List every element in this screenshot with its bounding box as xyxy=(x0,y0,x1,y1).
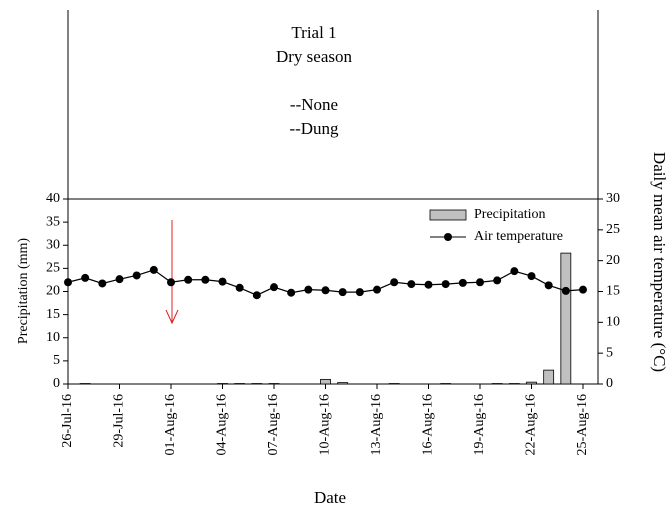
point xyxy=(218,277,227,286)
y-tick-label: 10 xyxy=(46,330,60,345)
x-tick-label: 04-Aug-16 xyxy=(215,394,230,455)
legend-swatch xyxy=(444,233,452,241)
point xyxy=(201,275,210,284)
point xyxy=(441,280,450,289)
x-tick-label: 26-Jul-16 xyxy=(60,394,75,448)
point xyxy=(355,288,364,297)
x-tick-label: 13-Aug-16 xyxy=(369,394,384,455)
y2-axis-label: Daily mean air temperature (°C) xyxy=(650,152,669,372)
point xyxy=(64,278,72,287)
y2-tick-label: 25 xyxy=(606,222,620,237)
legend-label: Air temperature xyxy=(474,229,563,244)
x-tick-label: 22-Aug-16 xyxy=(524,394,539,455)
x-tick-label: 19-Aug-16 xyxy=(472,394,487,455)
y-tick-label: 25 xyxy=(46,261,60,276)
point xyxy=(184,275,193,284)
y-tick-label: 30 xyxy=(46,237,60,252)
point xyxy=(115,275,124,284)
point xyxy=(561,286,570,295)
legend-label: Precipitation xyxy=(474,207,546,222)
x-tick-label: 07-Aug-16 xyxy=(266,394,281,455)
x-tick-label: 29-Jul-16 xyxy=(112,394,127,448)
point xyxy=(132,271,141,280)
point xyxy=(252,291,261,300)
point xyxy=(579,285,587,294)
point xyxy=(81,273,90,282)
bar xyxy=(543,369,555,385)
y2-tick-label: 10 xyxy=(606,315,620,330)
y-axis-label: Precipitation (mm) xyxy=(16,238,31,344)
point xyxy=(338,288,347,297)
y2-tick-label: 5 xyxy=(606,345,613,360)
y-tick-label: 20 xyxy=(46,284,60,299)
y-tick-label: 0 xyxy=(53,376,60,391)
point xyxy=(476,278,484,287)
point xyxy=(510,267,519,276)
point xyxy=(527,272,536,281)
y2-tick-label: 15 xyxy=(606,284,620,299)
annotation: --Dung xyxy=(289,119,339,138)
point xyxy=(373,285,381,294)
point xyxy=(167,278,175,287)
point xyxy=(270,283,278,292)
y-tick-label: 5 xyxy=(53,353,60,368)
y2-tick-label: 0 xyxy=(606,376,613,391)
point xyxy=(390,278,399,287)
x-tick-label: 16-Aug-16 xyxy=(421,394,436,455)
point xyxy=(287,288,296,297)
x-axis-label: Date xyxy=(314,488,346,507)
x-tick-label: 01-Aug-16 xyxy=(163,394,178,455)
y2-tick-label: 20 xyxy=(606,253,620,268)
point xyxy=(98,279,107,288)
point xyxy=(458,278,467,287)
arrow-head xyxy=(165,309,179,325)
x-tick-label: 25-Aug-16 xyxy=(575,394,590,455)
y-tick-label: 35 xyxy=(46,214,60,229)
y2-tick-label: 30 xyxy=(606,191,620,206)
bar xyxy=(526,381,537,385)
bar xyxy=(560,252,572,385)
legend-swatch xyxy=(429,209,467,221)
point xyxy=(321,286,330,295)
annotation: Dry season xyxy=(276,47,353,66)
point xyxy=(544,281,553,290)
point xyxy=(407,280,416,289)
bar xyxy=(320,378,331,385)
point xyxy=(304,285,313,294)
bar xyxy=(337,382,349,385)
point xyxy=(235,283,244,292)
y-tick-label: 40 xyxy=(46,191,60,206)
y-tick-label: 15 xyxy=(46,307,60,322)
annotation: Trial 1 xyxy=(291,23,336,42)
x-tick-label: 10-Aug-16 xyxy=(318,394,333,455)
point xyxy=(493,276,502,285)
annotation: --None xyxy=(290,95,338,114)
point xyxy=(424,280,433,289)
point xyxy=(149,265,158,274)
